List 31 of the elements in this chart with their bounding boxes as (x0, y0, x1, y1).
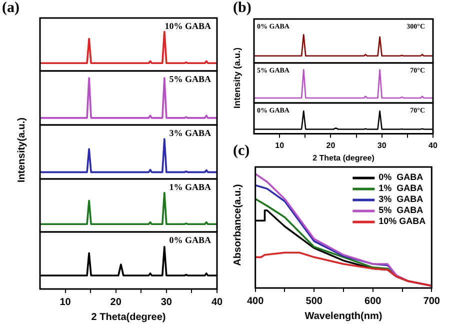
x-tick-label: 700 (423, 296, 440, 307)
x-tick-label: 20 (326, 140, 336, 150)
x-tick-label: 30 (160, 296, 172, 308)
x-axis-title: Wavelength(nm) (304, 310, 382, 322)
series-label: 1% GABA (169, 182, 212, 192)
series-label: 10% GABA (164, 20, 212, 31)
x-axis-title: 2 Theta(degree) (91, 312, 166, 323)
y-axis-title: Absorbance(a.u.) (232, 184, 244, 266)
x-tick-label: 500 (306, 296, 323, 307)
chart-title: (c) (233, 143, 250, 160)
chart-title: (a) (2, 0, 20, 17)
x-tick-label: 600 (364, 296, 382, 307)
legend-label: 10% GABA (378, 216, 426, 226)
legend-label: 3% GABA (378, 194, 424, 204)
y-axis-title: Intensity(a.u.) (16, 117, 28, 183)
series-label: 3% GABA (169, 128, 212, 138)
y-axis-title: Intensity (a.u.) (232, 47, 242, 109)
x-tick-label: 10 (275, 140, 285, 150)
series-label: 0% GABA (169, 234, 212, 245)
x-axis-title: 2 Theta (degree) (312, 153, 375, 162)
legend-label: 1% GABA (378, 182, 424, 193)
x-tick-label: 40 (428, 140, 438, 150)
x-tick-label: 10 (60, 296, 72, 308)
chart-title: (b) (233, 0, 252, 17)
legend-label: 0% GABA (378, 172, 424, 182)
legend-label: 5% GABA (378, 204, 424, 215)
x-tick-label: 400 (247, 296, 264, 307)
x-tick-label: 30 (377, 140, 387, 150)
x-tick-label: 20 (110, 296, 122, 308)
x-tick-label: 40 (211, 296, 223, 308)
series-label: 5% GABA (169, 74, 212, 84)
